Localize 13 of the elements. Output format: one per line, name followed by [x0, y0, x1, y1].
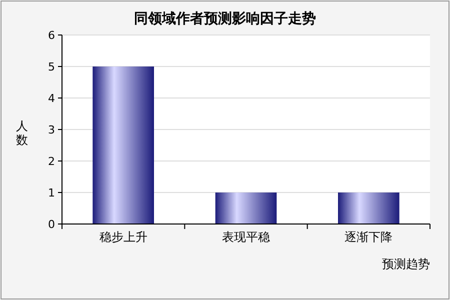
y-tick-label: 2 — [48, 155, 55, 168]
x-axis-title: 预测趋势 — [382, 257, 430, 271]
y-tick-label: 0 — [48, 218, 55, 231]
y-tick-label: 1 — [48, 186, 55, 200]
y-tick-label: 3 — [48, 124, 55, 136]
x-tick-label: 逐渐下降 — [344, 230, 393, 244]
y-tick-label: 5 — [48, 60, 55, 74]
x-tick-label: 稳步上升 — [99, 230, 148, 244]
y-axis-title: 人数 — [16, 119, 28, 147]
y-tick-label: 4 — [48, 92, 55, 105]
chart-title: 同领域作者预测影响因子走势 — [134, 11, 316, 27]
y-tick-label: 6 — [48, 29, 55, 42]
x-tick-label: 表现平稳 — [222, 230, 270, 244]
